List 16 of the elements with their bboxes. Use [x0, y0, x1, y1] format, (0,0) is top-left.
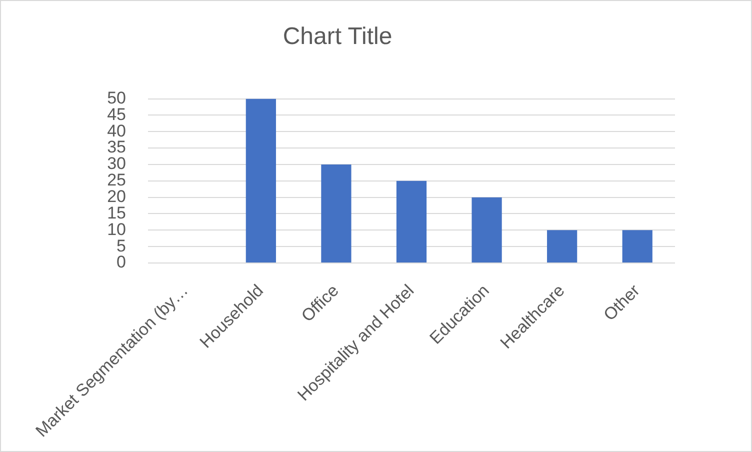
bar — [321, 164, 352, 262]
y-tick-label: 45 — [107, 104, 126, 124]
y-tick-label: 30 — [107, 154, 126, 174]
bar — [472, 197, 502, 262]
bar — [396, 180, 427, 262]
bar — [246, 98, 276, 262]
y-tick-label: 40 — [107, 121, 126, 140]
y-tick-label: 25 — [107, 170, 126, 190]
y-tick-label: 35 — [107, 138, 126, 157]
bar — [622, 230, 652, 262]
y-tick-label: 10 — [107, 220, 126, 239]
chart-title: Chart Title — [282, 23, 392, 50]
bar — [547, 230, 578, 262]
y-tick-label: 5 — [116, 236, 126, 256]
y-tick-label: 0 — [116, 252, 126, 272]
y-tick-label: 50 — [107, 88, 126, 108]
